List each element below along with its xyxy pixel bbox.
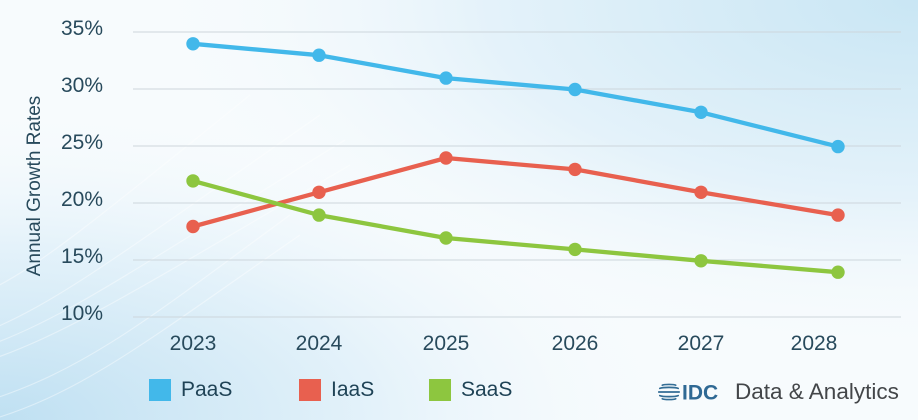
svg-text:IDC: IDC	[682, 382, 718, 405]
svg-text:Data & Analytics: Data & Analytics	[735, 379, 899, 404]
